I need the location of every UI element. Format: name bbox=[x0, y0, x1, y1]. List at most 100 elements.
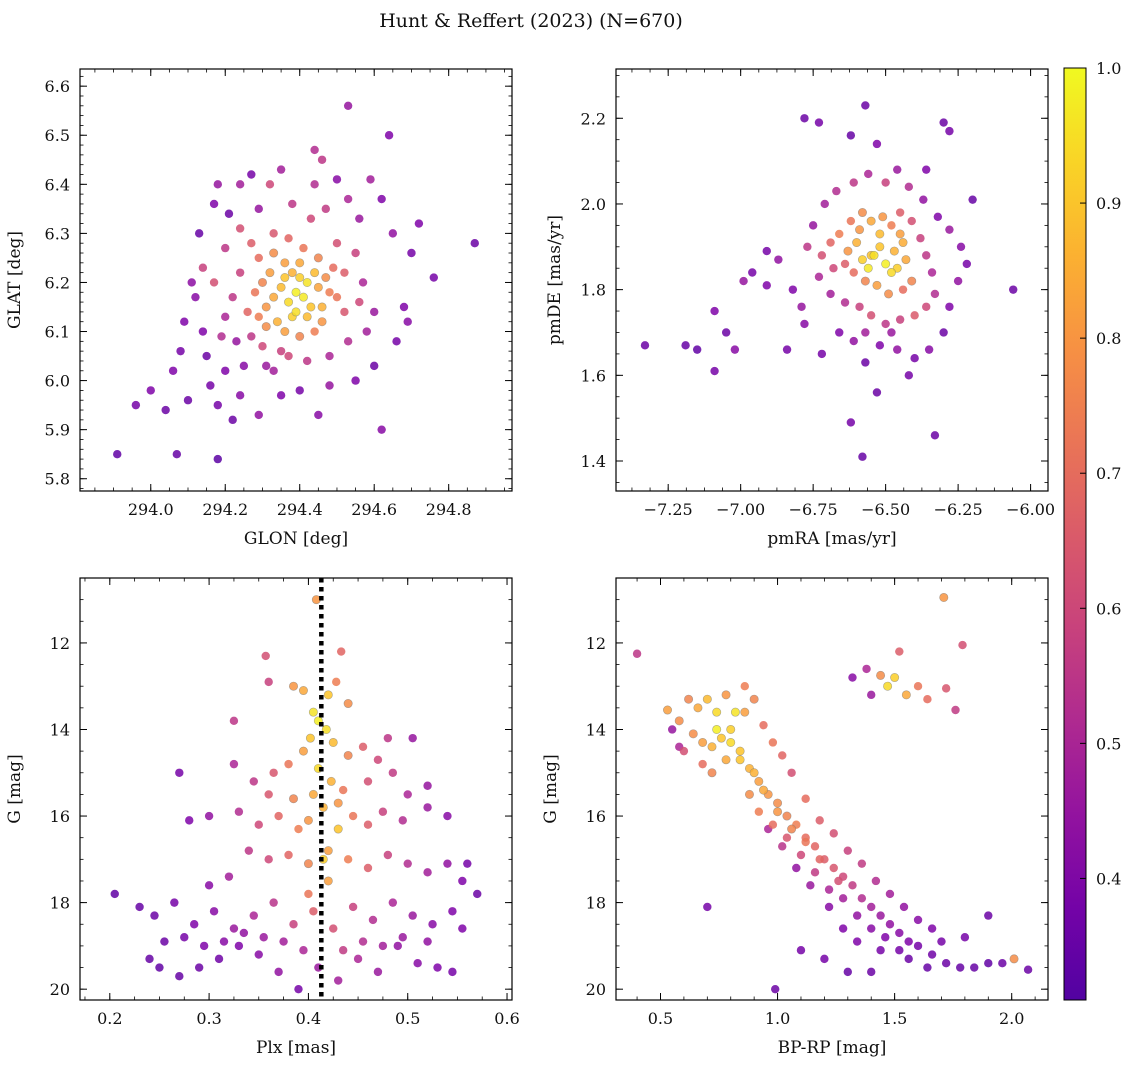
data-point bbox=[913, 682, 923, 691]
data-point bbox=[801, 837, 810, 847]
data-point bbox=[399, 302, 409, 312]
data-point bbox=[698, 759, 707, 769]
data-point bbox=[308, 789, 318, 799]
data-point bbox=[817, 251, 827, 260]
data-point bbox=[295, 386, 304, 395]
data-point bbox=[338, 946, 348, 955]
data-point bbox=[185, 816, 194, 825]
data-point bbox=[890, 673, 900, 683]
data-point bbox=[254, 204, 263, 214]
data-point bbox=[782, 811, 792, 821]
data-point bbox=[778, 751, 787, 760]
data-point bbox=[895, 647, 904, 656]
data-point bbox=[907, 216, 916, 226]
data-point bbox=[313, 282, 323, 292]
data-point bbox=[716, 733, 726, 743]
data-point bbox=[955, 963, 965, 972]
x-tick-label: 0.3 bbox=[196, 1009, 221, 1028]
data-point bbox=[726, 737, 736, 747]
data-point bbox=[843, 246, 853, 256]
data-point bbox=[317, 317, 327, 327]
data-point bbox=[321, 204, 330, 214]
data-point bbox=[303, 815, 313, 825]
data-point bbox=[744, 789, 754, 799]
data-point bbox=[229, 716, 239, 726]
y-tick-label: 16 bbox=[50, 807, 70, 826]
data-point bbox=[895, 928, 904, 938]
data-point bbox=[849, 336, 858, 346]
y-tick-label: 20 bbox=[50, 980, 70, 999]
data-point bbox=[860, 276, 870, 286]
data-point bbox=[688, 729, 698, 739]
data-point bbox=[885, 889, 895, 899]
data-point bbox=[295, 331, 305, 341]
data-point bbox=[855, 225, 865, 235]
data-point bbox=[913, 941, 923, 951]
data-point bbox=[224, 209, 234, 218]
data-point bbox=[923, 963, 932, 972]
data-point bbox=[824, 885, 834, 894]
y-tick-label: 6.4 bbox=[45, 175, 70, 194]
data-point bbox=[289, 794, 299, 804]
data-point bbox=[884, 289, 894, 299]
data-point bbox=[922, 251, 931, 260]
y-tick-label: 14 bbox=[50, 720, 70, 739]
data-point bbox=[759, 720, 768, 730]
data-point bbox=[274, 967, 283, 977]
data-point bbox=[265, 180, 275, 189]
data-point bbox=[735, 746, 745, 756]
data-point bbox=[927, 268, 937, 277]
data-point bbox=[910, 311, 919, 320]
data-point bbox=[810, 842, 820, 851]
data-point bbox=[740, 707, 750, 717]
data-point bbox=[213, 180, 222, 189]
data-point bbox=[463, 859, 472, 868]
data-point bbox=[302, 312, 312, 322]
data-point bbox=[820, 199, 829, 209]
x-tick-label: −7.00 bbox=[716, 500, 765, 519]
data-point bbox=[295, 258, 305, 268]
data-point bbox=[815, 816, 824, 825]
data-point bbox=[679, 746, 689, 756]
data-point bbox=[939, 118, 948, 127]
data-point bbox=[254, 410, 263, 420]
data-point bbox=[235, 268, 245, 277]
data-point bbox=[135, 902, 144, 912]
data-point bbox=[343, 101, 353, 111]
y-tick-label: 6.5 bbox=[45, 126, 70, 145]
data-point bbox=[276, 282, 286, 292]
data-point bbox=[773, 807, 783, 817]
data-point bbox=[334, 976, 343, 985]
data-point bbox=[810, 868, 820, 877]
scatter-points bbox=[113, 101, 479, 464]
data-point bbox=[855, 302, 864, 311]
data-point bbox=[388, 229, 398, 238]
data-point bbox=[876, 946, 885, 955]
data-point bbox=[448, 967, 457, 977]
data-point bbox=[953, 276, 963, 286]
data-point bbox=[403, 859, 412, 868]
data-point bbox=[306, 302, 316, 312]
data-point bbox=[336, 647, 346, 656]
data-point bbox=[762, 281, 771, 290]
data-point bbox=[876, 911, 885, 920]
data-point bbox=[199, 941, 209, 951]
data-point bbox=[867, 902, 876, 912]
data-point bbox=[933, 212, 943, 222]
data-point bbox=[310, 268, 320, 278]
colorbar-tick-label: 0.4 bbox=[1096, 869, 1121, 888]
data-point bbox=[254, 253, 263, 263]
data-point bbox=[875, 229, 885, 239]
data-point bbox=[287, 268, 297, 278]
scatter-points bbox=[632, 592, 1033, 994]
data-point bbox=[796, 850, 806, 860]
data-point bbox=[239, 928, 249, 938]
data-point bbox=[291, 287, 301, 297]
data-point bbox=[674, 716, 684, 726]
data-point bbox=[970, 963, 979, 972]
data-point bbox=[721, 328, 731, 337]
data-point bbox=[261, 322, 271, 332]
data-point bbox=[383, 850, 393, 860]
data-point bbox=[150, 911, 159, 920]
